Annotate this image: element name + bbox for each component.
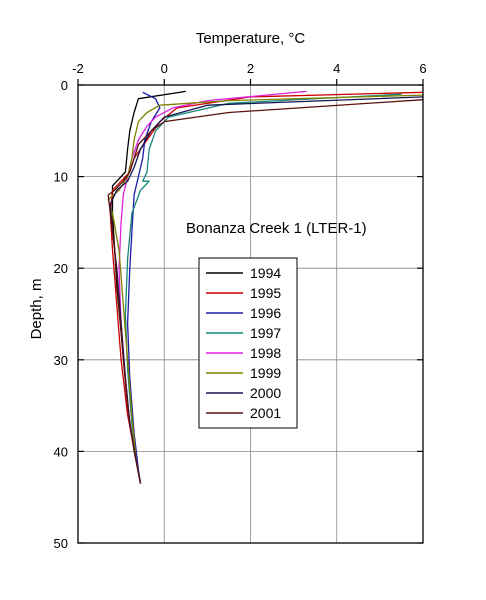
x-axis-title: Temperature, °C [196,30,306,47]
legend-label: 1995 [250,285,281,301]
y-tick-label: 20 [54,261,68,276]
y-axis-title: Depth, m [28,279,45,340]
y-tick-label: 50 [54,536,68,551]
x-tick-label: 2 [247,61,254,76]
legend-box [198,257,298,429]
series-line-1995 [109,91,424,484]
legend-label: 1997 [250,325,281,341]
x-tick-label: 0 [161,61,168,76]
x-tick-label: -2 [72,61,84,76]
x-tick-label: 4 [333,61,340,76]
y-tick-label: 10 [54,170,68,185]
legend-label: 2001 [250,405,281,421]
axis-ticks: -2 0 2 4 6 0 10 20 30 40 50 [54,61,427,551]
series-line-1999 [107,94,424,484]
legend-label: 1998 [250,345,281,361]
site-annotation: Bonanza Creek 1 (LTER-1) [186,220,367,237]
series-line-1996 [126,91,161,484]
legend-label: 2000 [250,385,281,401]
series-line-2001 [107,99,424,484]
y-tick-label: 40 [54,444,68,459]
legend-label: 1996 [250,305,281,321]
y-tick-label: 0 [61,78,68,93]
y-tick-label: 30 [54,353,68,368]
legend: 1994 1995 1996 1997 1998 1999 2000 2001 [198,257,298,429]
legend-label: 1999 [250,365,281,381]
series-lines [107,90,424,484]
x-tick-label: 6 [419,61,426,76]
legend-label: 1994 [250,265,281,281]
